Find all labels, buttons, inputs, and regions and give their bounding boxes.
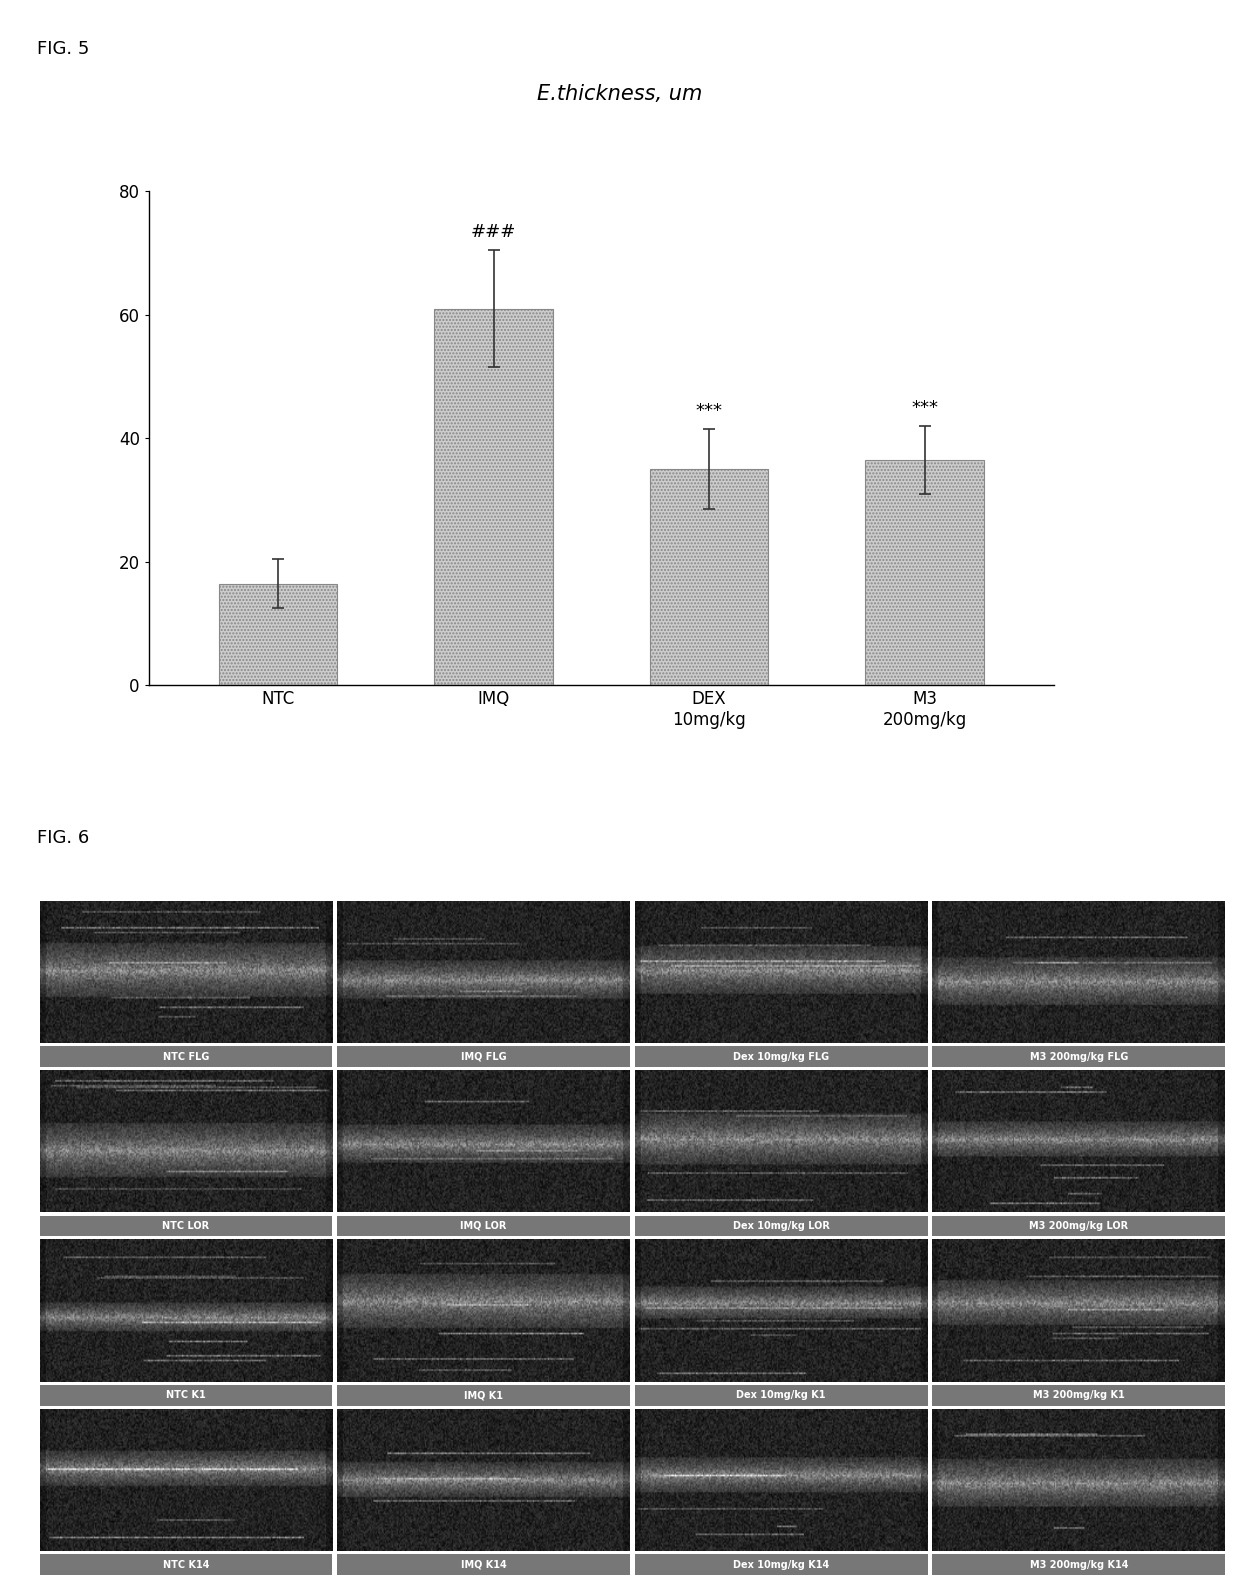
Text: ###: ###: [471, 223, 516, 241]
Text: IMQ K14: IMQ K14: [461, 1559, 506, 1570]
Text: NTC K14: NTC K14: [162, 1559, 210, 1570]
Text: M3 200mg/kg LOR: M3 200mg/kg LOR: [1029, 1221, 1128, 1231]
Text: Dex 10mg/kg K14: Dex 10mg/kg K14: [733, 1559, 830, 1570]
Bar: [650, 469, 769, 685]
Text: IMQ LOR: IMQ LOR: [460, 1221, 507, 1231]
Text: IMQ K1: IMQ K1: [464, 1390, 503, 1400]
Text: M3 200mg/kg K1: M3 200mg/kg K1: [1033, 1390, 1125, 1400]
Text: ***: ***: [911, 398, 939, 416]
Text: IMQ FLG: IMQ FLG: [461, 1052, 506, 1062]
Text: M3 200mg/kg FLG: M3 200mg/kg FLG: [1029, 1052, 1128, 1062]
Text: Dex 10mg/kg FLG: Dex 10mg/kg FLG: [733, 1052, 830, 1062]
Text: ***: ***: [696, 402, 723, 419]
Text: NTC FLG: NTC FLG: [162, 1052, 210, 1062]
Bar: [218, 583, 337, 685]
Bar: [434, 309, 553, 685]
Text: NTC K1: NTC K1: [166, 1390, 206, 1400]
Text: NTC LOR: NTC LOR: [162, 1221, 210, 1231]
Text: FIG. 5: FIG. 5: [37, 40, 89, 57]
Bar: [866, 461, 985, 685]
Text: E.thickness, um: E.thickness, um: [537, 83, 703, 104]
Text: Dex 10mg/kg LOR: Dex 10mg/kg LOR: [733, 1221, 830, 1231]
Text: M3 200mg/kg K14: M3 200mg/kg K14: [1029, 1559, 1128, 1570]
Text: Dex 10mg/kg K1: Dex 10mg/kg K1: [737, 1390, 826, 1400]
Text: FIG. 6: FIG. 6: [37, 829, 89, 846]
